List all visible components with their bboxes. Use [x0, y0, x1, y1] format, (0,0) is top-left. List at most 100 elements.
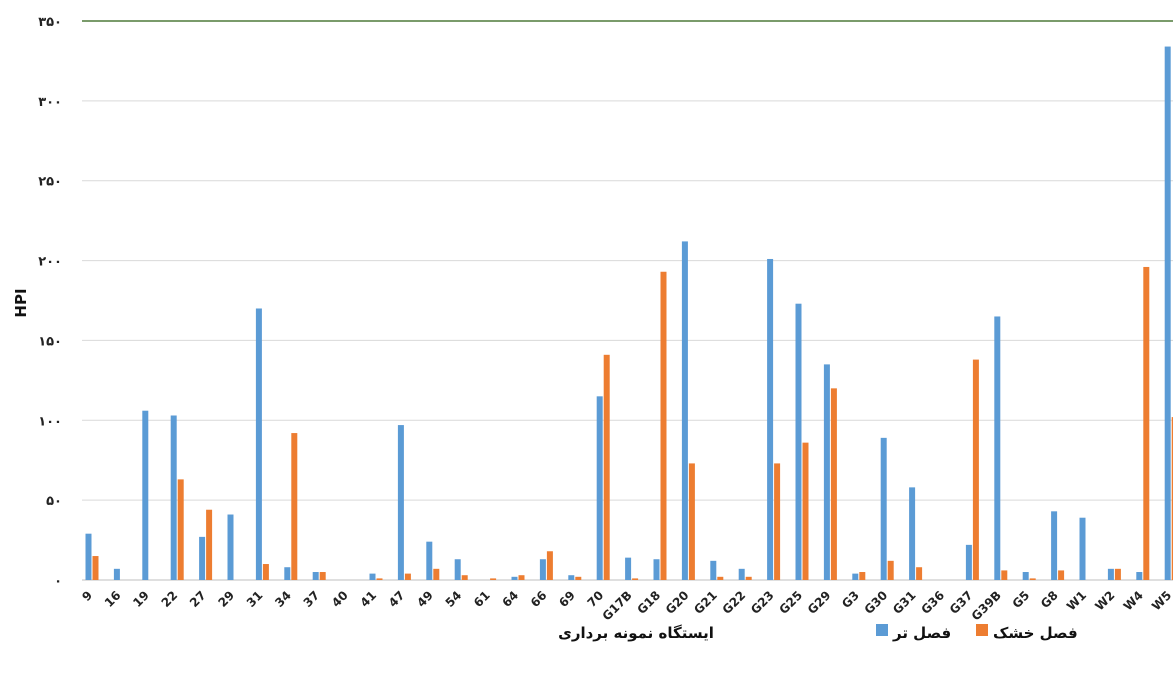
x-tick-label: 19: [130, 588, 152, 610]
bar-wet: [710, 561, 716, 580]
bar-dry: [1058, 570, 1064, 580]
bar-dry: [519, 575, 525, 580]
bar-wet: [682, 241, 688, 580]
x-tick-label: 54: [443, 588, 465, 610]
bar-wet: [654, 559, 660, 580]
bar-dry: [377, 578, 383, 580]
bar-dry: [774, 463, 780, 580]
y-tick-label: ۳۵۰: [38, 15, 62, 30]
x-tick-label: 31: [244, 588, 266, 610]
bar-dry: [1001, 570, 1007, 580]
x-tick-label: 29: [215, 588, 237, 610]
legend-dry-swatch: [976, 624, 988, 636]
bar-dry: [888, 561, 894, 580]
legend-wet-label: فصل تر: [892, 624, 951, 642]
x-tick-label: G31: [890, 588, 919, 617]
x-tick-label: G3: [839, 588, 862, 611]
bar-wet: [739, 569, 745, 580]
x-tick-label: W1: [1064, 588, 1089, 613]
y-tick-label: ۱۰۰: [38, 414, 62, 429]
bar-dry: [973, 360, 979, 580]
bar-dry: [916, 567, 922, 580]
bar-dry: [746, 577, 752, 580]
bar-wet: [568, 575, 574, 580]
bar-dry: [291, 433, 297, 580]
legend-wet-swatch: [876, 624, 888, 636]
x-tick-label: 49: [414, 588, 436, 610]
x-tick-label: G39B: [969, 588, 1004, 623]
bar-dry: [405, 574, 411, 580]
bar-dry: [1115, 569, 1121, 580]
bar-wet: [1080, 518, 1086, 580]
x-tick-label: 27: [187, 588, 209, 610]
bar-dry: [263, 564, 269, 580]
bar-wet: [1051, 511, 1057, 580]
x-tick-label: G36: [918, 588, 947, 617]
x-tick-label: G18: [634, 588, 663, 617]
gridlines: [82, 21, 1173, 580]
bar-wet: [398, 425, 404, 580]
bar-wet: [455, 559, 461, 580]
bar-wet: [966, 545, 972, 580]
bar-wet: [796, 304, 802, 580]
x-tick-label: 37: [301, 588, 323, 610]
bar-wet: [426, 542, 432, 580]
x-tick-label: 40: [329, 588, 351, 610]
x-tick-label: G21: [691, 588, 720, 617]
y-tick-labels: ۰۵۰۱۰۰۱۵۰۲۰۰۲۵۰۳۰۰۳۵۰: [38, 15, 62, 589]
bar-wet: [1136, 572, 1142, 580]
x-tick-label: W5: [1149, 588, 1173, 613]
x-tick-label: 70: [585, 588, 607, 610]
bar-dry: [803, 443, 809, 580]
bar-dry: [320, 572, 326, 580]
x-tick-label: G25: [776, 588, 805, 617]
x-tick-label: W4: [1121, 588, 1146, 613]
x-tick-label: 22: [159, 588, 181, 610]
bar-wet: [852, 574, 858, 580]
bar-wet: [370, 574, 376, 580]
x-tick-label: 9: [79, 588, 95, 604]
bar-dry: [632, 578, 638, 580]
x-tick-label: G23: [748, 588, 777, 617]
bar-wet: [1023, 572, 1029, 580]
bar-dry: [433, 569, 439, 580]
x-tick-label: G5: [1010, 588, 1033, 611]
bar-dry: [575, 577, 581, 580]
x-axis-title: ایستگاه نمونه برداری: [558, 624, 714, 642]
bar-wet: [1165, 47, 1171, 580]
x-tick-label: G17B: [600, 588, 635, 623]
bar-wet: [114, 569, 120, 580]
x-tick-label: 47: [386, 588, 408, 610]
bar-wet: [540, 559, 546, 580]
bar-wet: [228, 515, 234, 580]
x-tick-label: 61: [471, 588, 493, 610]
bar-dry: [462, 575, 468, 580]
bar-dry: [1030, 578, 1036, 580]
bar-wet: [256, 308, 262, 580]
bar-wet: [313, 572, 319, 580]
bar-dry: [547, 551, 553, 580]
x-tick-label: 64: [499, 588, 521, 610]
x-tick-label: 34: [272, 588, 294, 610]
bar-wet: [512, 577, 518, 580]
x-tick-label: 66: [528, 588, 550, 610]
bar-dry: [859, 572, 865, 580]
bar-dry: [1143, 267, 1149, 580]
bar-dry: [661, 272, 667, 580]
bar-dry: [206, 510, 212, 580]
bar-dry: [490, 578, 496, 580]
y-tick-label: ۱۵۰: [38, 334, 62, 349]
x-tick-label: G29: [805, 588, 834, 617]
x-tick-label: G30: [862, 588, 891, 617]
bar-wet: [171, 415, 177, 580]
bar-dry: [604, 355, 610, 580]
bar-wet: [824, 364, 830, 580]
x-tick-label: W2: [1092, 588, 1117, 613]
y-axis-title: HPI: [12, 288, 30, 317]
x-tick-label: G22: [720, 588, 749, 617]
bar-wet: [142, 411, 148, 580]
x-tick-label: G8: [1038, 588, 1061, 611]
x-tick-label: 69: [556, 588, 578, 610]
bar-dry: [717, 577, 723, 580]
